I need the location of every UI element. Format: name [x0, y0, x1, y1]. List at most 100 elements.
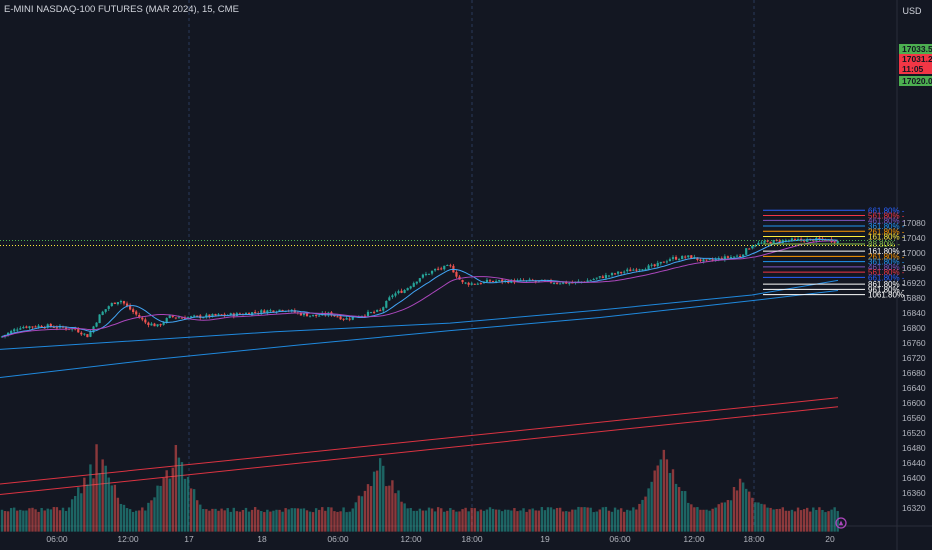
volume-bar: [635, 509, 638, 532]
volume-bar: [83, 477, 86, 532]
volume-bar: [436, 507, 440, 532]
candle-body: [409, 286, 412, 289]
candle-body: [406, 288, 409, 291]
candle-body: [705, 259, 708, 261]
volume-bar: [748, 491, 751, 532]
currency-button[interactable]: USD: [902, 6, 922, 16]
fib-level-label: 661.80% -: [868, 206, 905, 215]
price-tick-label: 16600: [902, 398, 926, 408]
volume-bar: [507, 509, 510, 532]
volume-bar: [217, 510, 220, 532]
volume-bar: [537, 510, 540, 532]
candle-body: [836, 240, 839, 244]
volume-bar: [74, 495, 77, 532]
volume-bar: [116, 497, 120, 532]
volume-bar: [708, 510, 711, 532]
candle-body: [537, 280, 540, 282]
candle-body: [180, 317, 184, 319]
candle-body: [147, 322, 150, 326]
volume-bar: [751, 497, 754, 532]
price-tick-label: 16840: [902, 308, 926, 318]
candle-body: [281, 310, 284, 312]
volume-bar: [202, 508, 205, 532]
volume-bar: [818, 507, 821, 532]
candle-body: [501, 279, 504, 282]
volume-bar: [144, 510, 147, 532]
candle-body: [729, 256, 733, 259]
candle-body: [324, 313, 327, 316]
candle-body: [479, 283, 482, 285]
volume-bar: [287, 509, 290, 532]
volume-bar: [741, 482, 745, 532]
volume-bar: [674, 483, 678, 532]
volume-bar: [226, 508, 229, 532]
candle-body: [214, 314, 217, 316]
price-tick-label: 16880: [902, 293, 926, 303]
volume-bar: [138, 510, 141, 532]
timezone-compass-icon[interactable]: [835, 517, 847, 529]
volume-bar: [205, 509, 208, 532]
candle-body: [168, 315, 171, 319]
candle-body: [132, 309, 135, 313]
candle-body: [43, 327, 46, 329]
volume-bar: [113, 484, 117, 532]
candle-body: [757, 242, 760, 245]
candle-body: [449, 265, 452, 267]
candle-body: [498, 280, 501, 282]
time-tick-label: 18:00: [461, 534, 483, 544]
time-tick-label: 19: [540, 534, 550, 544]
volume-bar: [302, 508, 306, 532]
volume-bar: [37, 511, 40, 532]
fib-level-label: 361.80% -: [868, 258, 905, 267]
candle-body: [568, 283, 571, 285]
volume-bar: [738, 478, 742, 532]
volume-bar: [55, 507, 59, 532]
candle-body: [376, 309, 379, 312]
volume-bar: [693, 507, 696, 532]
volume-bar: [479, 509, 483, 532]
volume-bar: [577, 506, 580, 532]
candle-body: [760, 242, 763, 244]
volume-bar: [595, 511, 598, 532]
price-tick-label: 16920: [902, 278, 926, 288]
volume-bar: [632, 507, 635, 532]
fib-level-label: 1061.80% -: [868, 291, 909, 300]
volume-bar: [760, 503, 763, 532]
volume-bar: [360, 496, 364, 532]
volume-bar: [372, 471, 376, 532]
candle-body: [491, 280, 495, 282]
candle-body: [22, 327, 25, 329]
candle-body: [629, 269, 632, 272]
volume-bar: [650, 481, 653, 532]
volume-bar: [641, 499, 644, 532]
candle-body: [138, 314, 141, 318]
volume-bar: [89, 464, 92, 532]
candle-body: [272, 310, 275, 313]
volume-bar: [522, 508, 525, 532]
volume-bar: [229, 511, 232, 532]
volume-bar: [781, 507, 784, 532]
candle-body: [144, 319, 147, 323]
volume-bar: [555, 507, 559, 532]
volume-bar: [333, 511, 336, 532]
fib-level-label: 161.80% -: [868, 233, 905, 242]
volume-bar: [16, 510, 19, 532]
volume-bar: [125, 508, 129, 532]
volume-bar: [257, 509, 260, 532]
volume-bar: [31, 507, 34, 532]
volume-bar: [623, 511, 626, 532]
volume-bar: [305, 510, 309, 532]
candle-body: [748, 248, 751, 250]
candle-body: [220, 314, 223, 316]
volume-bar: [690, 504, 693, 532]
candle-body: [571, 282, 574, 284]
candle-body: [156, 324, 159, 327]
volume-bar: [186, 476, 190, 532]
volume-bar: [278, 509, 281, 532]
volume-bar: [379, 458, 382, 532]
volume-bar: [238, 511, 242, 532]
candle-body: [665, 261, 668, 263]
candle-body: [702, 259, 705, 262]
candle-body: [366, 311, 370, 317]
